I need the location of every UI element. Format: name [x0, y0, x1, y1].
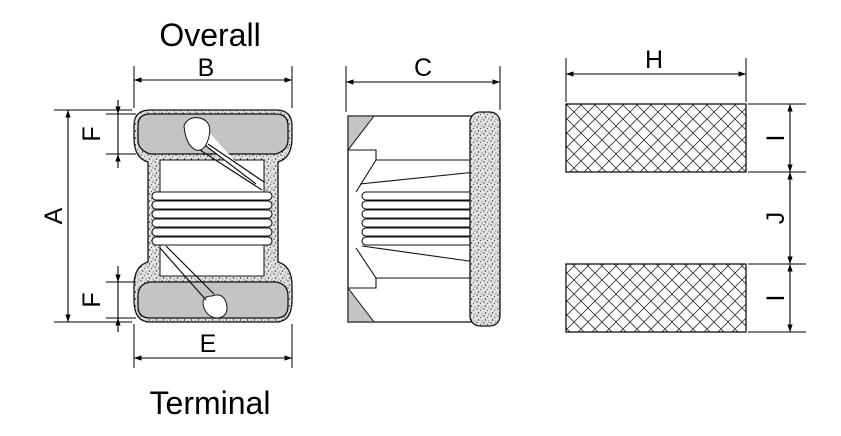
- side-view: [347, 111, 501, 327]
- dim-label-E: E: [200, 330, 217, 358]
- land-pattern: [565, 103, 747, 333]
- pad-bottom: [565, 263, 747, 333]
- side-dimensions: C: [345, 54, 501, 112]
- dim-label-I-bottom: I: [762, 295, 790, 302]
- side-coil: [359, 171, 477, 263]
- front-top-terminal: [137, 113, 289, 155]
- dim-label-F-top: F: [78, 126, 106, 141]
- land-dimensions: H I J I: [565, 46, 806, 333]
- side-top-terminal: [347, 115, 376, 152]
- title-overall: Overall: [159, 17, 260, 53]
- dim-label-H: H: [645, 46, 663, 74]
- dim-label-A: A: [40, 207, 68, 224]
- side-bottom-terminal: [347, 286, 376, 323]
- front-view: [133, 109, 293, 323]
- dim-label-B: B: [198, 54, 215, 82]
- front-coil: [151, 191, 273, 246]
- side-end-cap: [469, 111, 501, 327]
- dim-label-J: J: [762, 212, 790, 225]
- front-dimensions: B E A F F: [40, 54, 293, 368]
- dim-label-F-bottom: F: [78, 292, 106, 307]
- title-terminal: Terminal: [150, 385, 271, 421]
- dim-label-C: C: [414, 54, 432, 82]
- pad-top: [565, 103, 747, 173]
- dim-label-I-top: I: [762, 135, 790, 142]
